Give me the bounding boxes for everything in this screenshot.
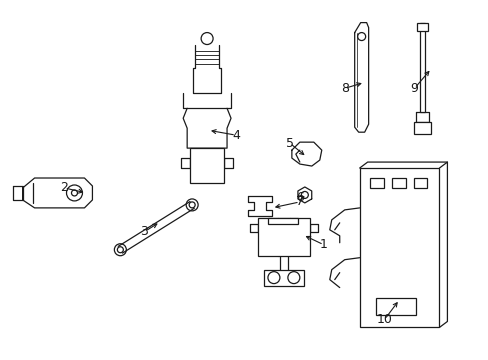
Bar <box>375 298 415 315</box>
Bar <box>369 178 383 188</box>
Bar <box>391 178 405 188</box>
Text: 1: 1 <box>319 238 327 251</box>
Bar <box>359 168 439 328</box>
Text: 7: 7 <box>295 195 303 208</box>
Text: 4: 4 <box>232 129 240 142</box>
Bar <box>419 23 425 112</box>
Text: 10: 10 <box>376 313 392 326</box>
Bar <box>258 218 309 256</box>
Bar <box>413 178 427 188</box>
Text: 8: 8 <box>340 82 348 95</box>
Bar <box>264 270 303 285</box>
Bar <box>413 122 430 134</box>
Text: 9: 9 <box>410 82 418 95</box>
Bar <box>416 23 427 31</box>
Text: 3: 3 <box>140 225 148 238</box>
Text: 5: 5 <box>285 137 293 150</box>
Bar <box>267 218 297 224</box>
Text: 6: 6 <box>295 192 303 204</box>
Bar <box>190 148 224 183</box>
Text: 2: 2 <box>61 181 68 194</box>
